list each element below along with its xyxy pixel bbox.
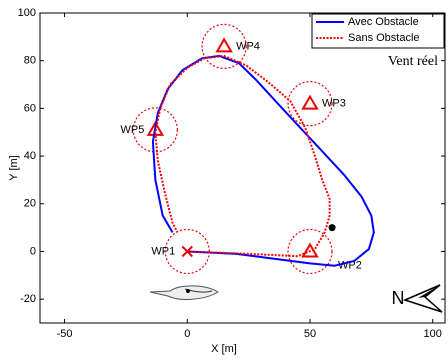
y-tick-label: -20 [20, 293, 36, 305]
waypoint-label: WP1 [151, 245, 175, 257]
x-tick-label: 50 [304, 328, 316, 340]
y-tick-label: 80 [24, 55, 36, 67]
waypoint-zone [201, 23, 247, 69]
x-tick-label: 100 [424, 328, 442, 340]
waypoint-zone [287, 81, 333, 127]
legend-label: Sans Obstacle [348, 32, 420, 44]
x-tick-label: -50 [57, 328, 73, 340]
obstacle [328, 224, 336, 232]
y-axis-label: Y [m] [8, 155, 20, 180]
legend-label: Avec Obstacle [348, 16, 419, 28]
waypoint-label: WP2 [338, 259, 362, 271]
y-tick-label: 40 [24, 150, 36, 162]
waypoint-label: WP4 [236, 40, 260, 52]
plot-area [39, 12, 446, 324]
compass [402, 284, 443, 313]
y-tick-label: 100 [18, 7, 36, 19]
annotation: Vent réel [388, 54, 438, 69]
y-tick-label: 60 [24, 102, 36, 114]
compass-label: N [392, 288, 405, 308]
legend [311, 13, 445, 49]
x-tick-label: 0 [184, 328, 190, 340]
boat-icon [149, 285, 219, 300]
y-tick-label: 20 [24, 198, 36, 210]
waypoint-zone [287, 228, 333, 275]
waypoint-label: WP3 [322, 98, 346, 110]
waypoint-marker [301, 94, 319, 110]
waypoint-zone [132, 107, 178, 153]
waypoint-marker [146, 120, 165, 136]
x-axis-label: X [m] [211, 343, 237, 355]
series-line [151, 54, 375, 267]
y-tick-label: 0 [30, 245, 36, 257]
waypoint-label: WP5 [121, 124, 145, 136]
waypoint-marker [215, 37, 233, 53]
